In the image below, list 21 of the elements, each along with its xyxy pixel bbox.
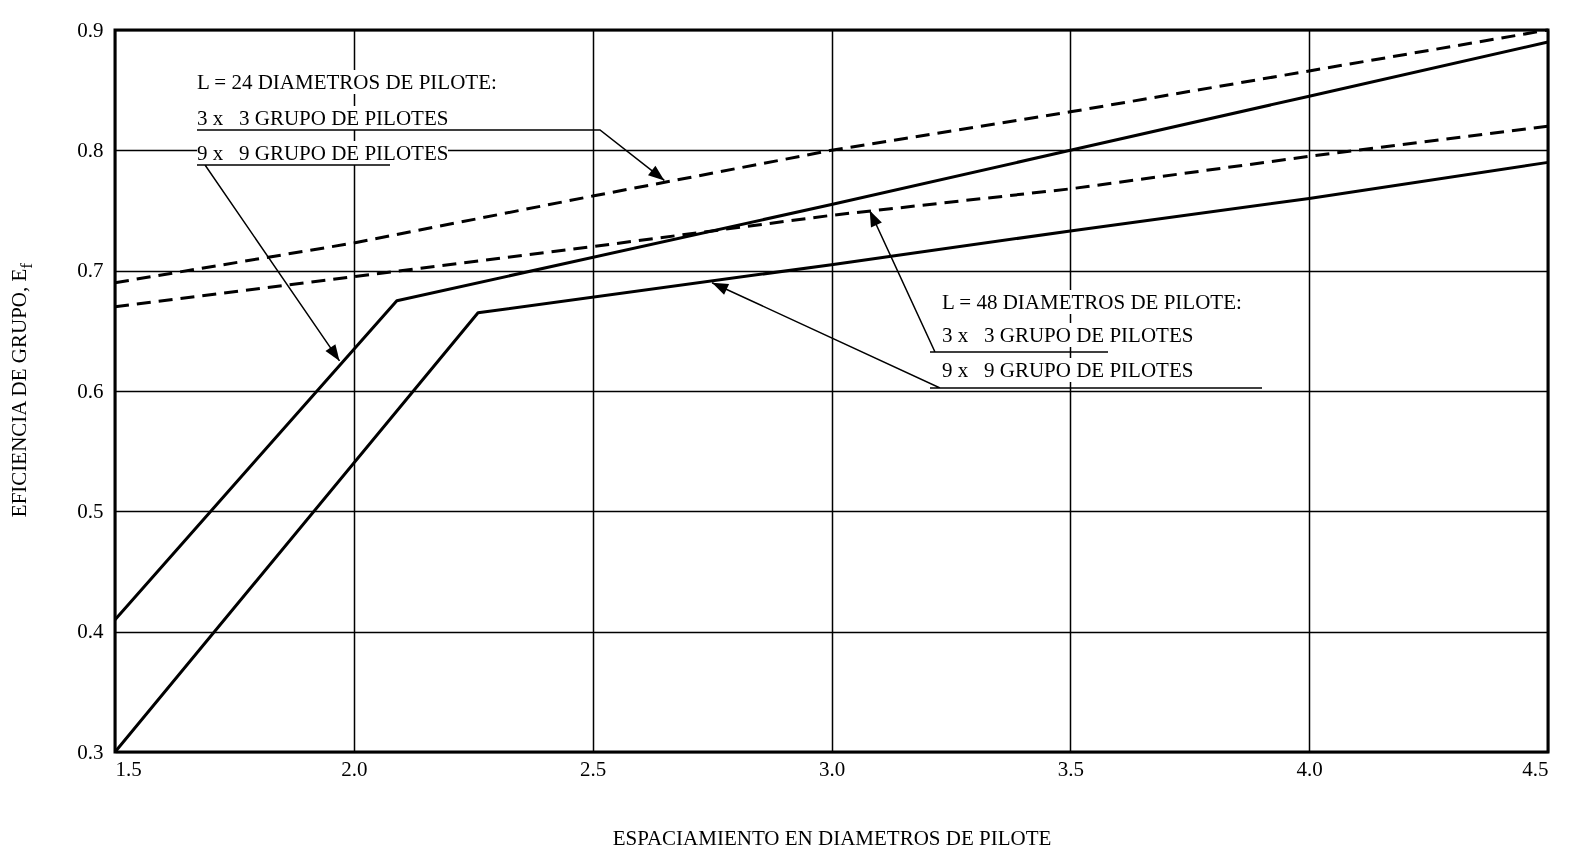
y-tick-label: 0.5	[77, 498, 104, 523]
x-tick-label: 4.5	[1522, 756, 1549, 781]
x-tick-label: 4.0	[1296, 756, 1323, 781]
annotation: 3 x 3 GRUPO DE PILOTES	[197, 106, 449, 130]
x-tick-label: 3.0	[818, 756, 846, 781]
y-tick-label: 0.6	[77, 378, 104, 403]
y-tick-label: 0.9	[77, 17, 104, 42]
y-tick-label: 0.4	[77, 619, 104, 644]
annotation: L = 24 DIAMETROS DE PILOTE:	[197, 70, 497, 94]
annotation: L = 48 DIAMETROS DE PILOTE:	[942, 290, 1242, 314]
y-tick-label: 0.3	[77, 739, 104, 764]
x-tick-label: 1.5	[115, 756, 142, 781]
annotation: 9 x 9 GRUPO DE PILOTES	[197, 141, 449, 165]
x-tick-label: 2.5	[580, 756, 607, 781]
y-tick-label: 0.8	[77, 137, 104, 162]
x-tick-label: 2.0	[341, 756, 368, 781]
x-tick-label: 3.5	[1057, 756, 1084, 781]
y-tick-label: 0.7	[77, 258, 104, 283]
annotation: 3 x 3 GRUPO DE PILOTES	[942, 323, 1194, 347]
x-axis-title: ESPACIAMIENTO EN DIAMETROS DE PILOTE	[612, 825, 1052, 850]
annotation: 9 x 9 GRUPO DE PILOTES	[942, 358, 1194, 382]
